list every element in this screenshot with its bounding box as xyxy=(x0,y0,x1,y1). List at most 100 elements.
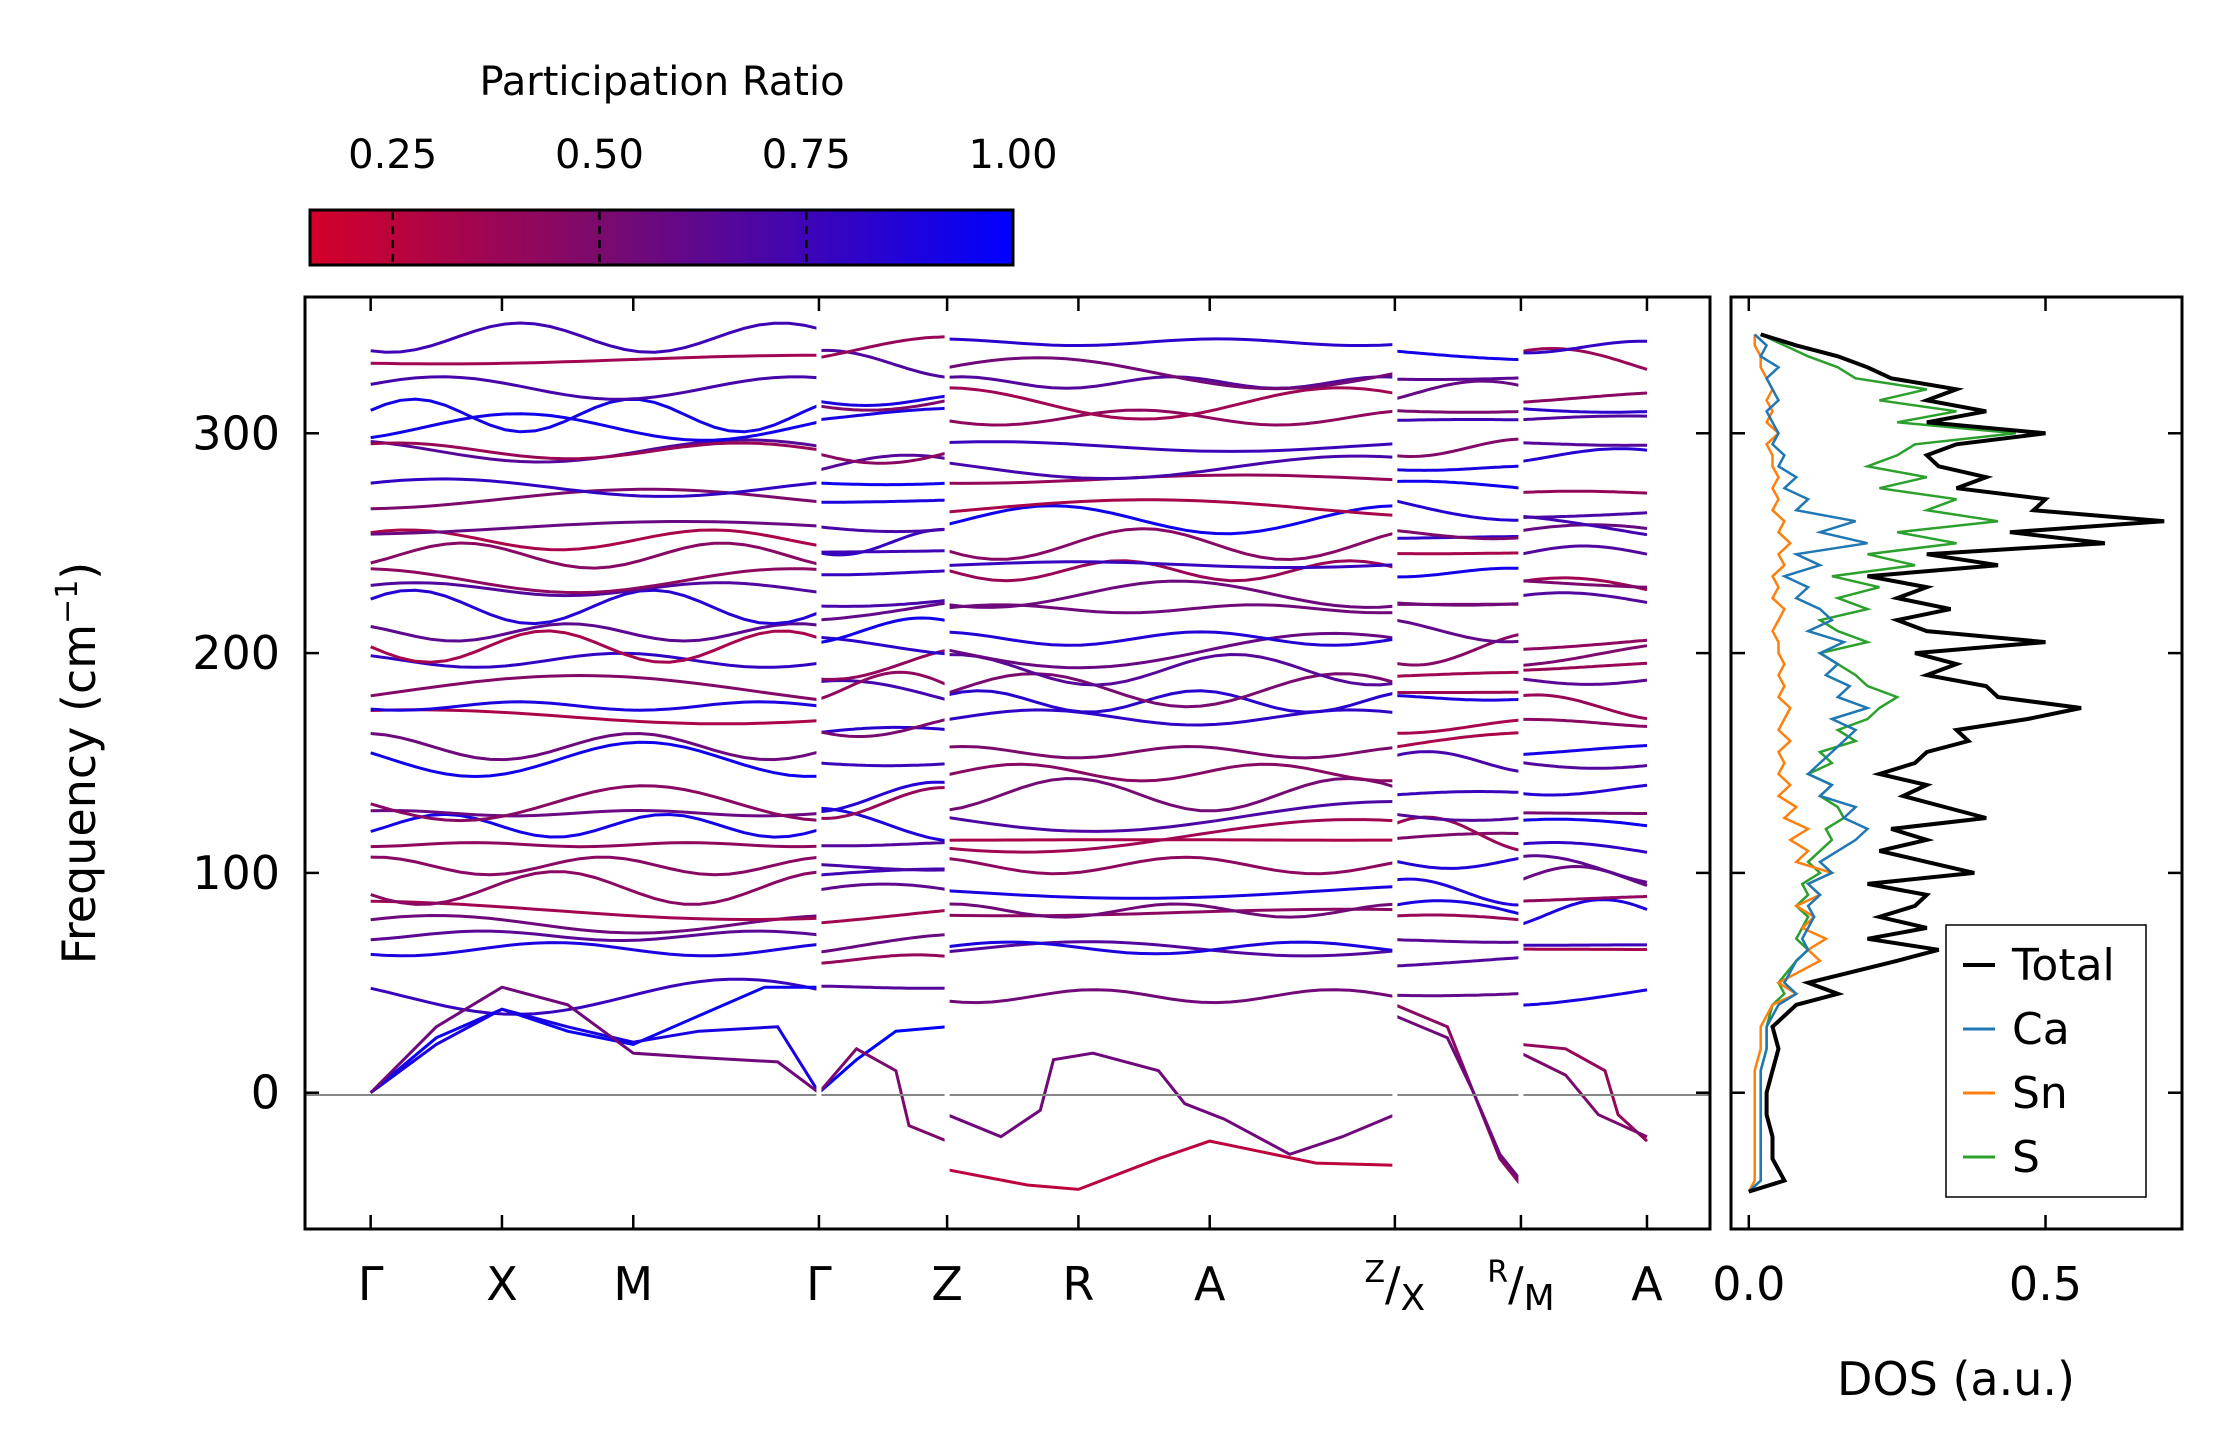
k-point-label-sup: R xyxy=(1487,1255,1508,1290)
band-line xyxy=(947,337,1395,347)
band-line xyxy=(1520,447,1648,463)
band-line xyxy=(947,440,1395,453)
band-line xyxy=(1394,618,1522,644)
colorbar-tick-label: 0.75 xyxy=(762,132,851,178)
band-line xyxy=(818,406,948,422)
band-line xyxy=(818,451,948,465)
legend-label: Total xyxy=(2011,940,2115,991)
acoustic-band xyxy=(369,985,819,1094)
path-discontinuities xyxy=(816,317,1524,1209)
y-axis-label-sup: −1 xyxy=(50,580,85,624)
band-line xyxy=(818,841,948,848)
band-line xyxy=(946,818,1395,854)
acoustic-band xyxy=(369,1007,821,1094)
band-line xyxy=(1520,544,1648,556)
k-point-label: Z xyxy=(931,1257,963,1311)
band-line xyxy=(818,679,948,702)
k-point-label: Γ xyxy=(806,1257,832,1311)
x-axis-ticks: Γ X M Γ Z R A Z/XR/M A xyxy=(358,297,1663,1319)
band-line xyxy=(1520,841,1648,854)
band-line xyxy=(947,560,1395,569)
band-line xyxy=(947,386,1396,421)
y-tick-label: 100 xyxy=(192,846,280,900)
band-line xyxy=(370,441,820,461)
band-line xyxy=(818,399,948,412)
band-line xyxy=(818,761,948,768)
band-line xyxy=(1394,812,1522,822)
band-line xyxy=(1520,817,1648,828)
colorbar-tick-label: 1.00 xyxy=(968,132,1057,178)
band-line xyxy=(1394,464,1521,472)
band-line xyxy=(818,953,948,965)
band-line xyxy=(1394,566,1521,579)
band-line xyxy=(1394,992,1521,998)
band-line xyxy=(946,776,1396,813)
band-line xyxy=(947,902,1396,919)
band-line xyxy=(946,940,1396,956)
band-line xyxy=(1394,376,1521,381)
band-line xyxy=(1520,783,1648,797)
band-line xyxy=(1394,632,1522,667)
band-line xyxy=(1394,956,1522,968)
band-line xyxy=(1520,391,1648,404)
band-line xyxy=(947,744,1396,760)
dos-ticks: 0.0 0.5 xyxy=(1712,297,2082,1311)
band-line xyxy=(1394,790,1521,797)
band-line xyxy=(1520,693,1648,721)
band-line xyxy=(1520,988,1648,1007)
band-line xyxy=(946,498,1395,517)
k-point-label-sup: Z xyxy=(1364,1255,1385,1290)
band-line xyxy=(946,579,1396,609)
band-line xyxy=(370,673,820,702)
band-line xyxy=(1394,529,1521,541)
y-axis-label-close: ) xyxy=(52,562,106,580)
band-line xyxy=(946,631,1396,670)
dos-x-axis-label: DOS (a.u.) xyxy=(1837,1352,2075,1406)
band-line xyxy=(370,412,820,442)
band-line xyxy=(1394,409,1521,414)
band-line xyxy=(370,581,820,598)
band-line xyxy=(370,740,819,779)
band-line xyxy=(370,913,819,935)
band-line xyxy=(370,708,819,726)
band-line xyxy=(1394,856,1522,870)
acoustic-band xyxy=(946,1139,1395,1191)
band-line xyxy=(370,784,820,823)
k-point-label: X xyxy=(486,1257,518,1311)
k-point-label-slash: / xyxy=(1508,1257,1524,1311)
band-line xyxy=(1394,601,1522,607)
acoustic-band xyxy=(946,1051,1396,1156)
band-line xyxy=(1520,677,1648,686)
band-line xyxy=(818,984,948,990)
band-line xyxy=(1394,694,1521,702)
band-line xyxy=(1520,414,1647,422)
band-line xyxy=(1520,854,1648,884)
band-line xyxy=(1394,670,1521,678)
band-line xyxy=(818,908,948,925)
dos-series-total xyxy=(1748,332,2165,1194)
dos-axes-frame xyxy=(1729,295,2184,1231)
band-line xyxy=(1394,913,1522,922)
band-line xyxy=(818,481,948,487)
band-line xyxy=(818,780,948,814)
band-line xyxy=(370,812,820,839)
acoustic-band xyxy=(369,985,820,1094)
dos-lines xyxy=(1747,332,2165,1194)
band-line xyxy=(370,700,820,712)
band-line xyxy=(1394,379,1522,401)
band-line xyxy=(818,525,948,534)
k-point-label: R xyxy=(1062,1257,1094,1311)
acoustic-band xyxy=(817,1046,948,1143)
band-line xyxy=(370,808,820,818)
band-line xyxy=(1394,551,1521,556)
y-tick-label: 0 xyxy=(251,1066,280,1120)
band-line xyxy=(1394,831,1521,841)
colorbar-gradient xyxy=(308,208,1015,267)
band-line xyxy=(818,786,948,820)
band-line xyxy=(370,855,820,877)
dos-series-sn xyxy=(1747,334,1836,1193)
dos-x-tick-label: 0.0 xyxy=(1712,1257,1785,1311)
band-line xyxy=(370,477,820,498)
band-line xyxy=(1520,579,1648,589)
band-line xyxy=(818,335,948,359)
